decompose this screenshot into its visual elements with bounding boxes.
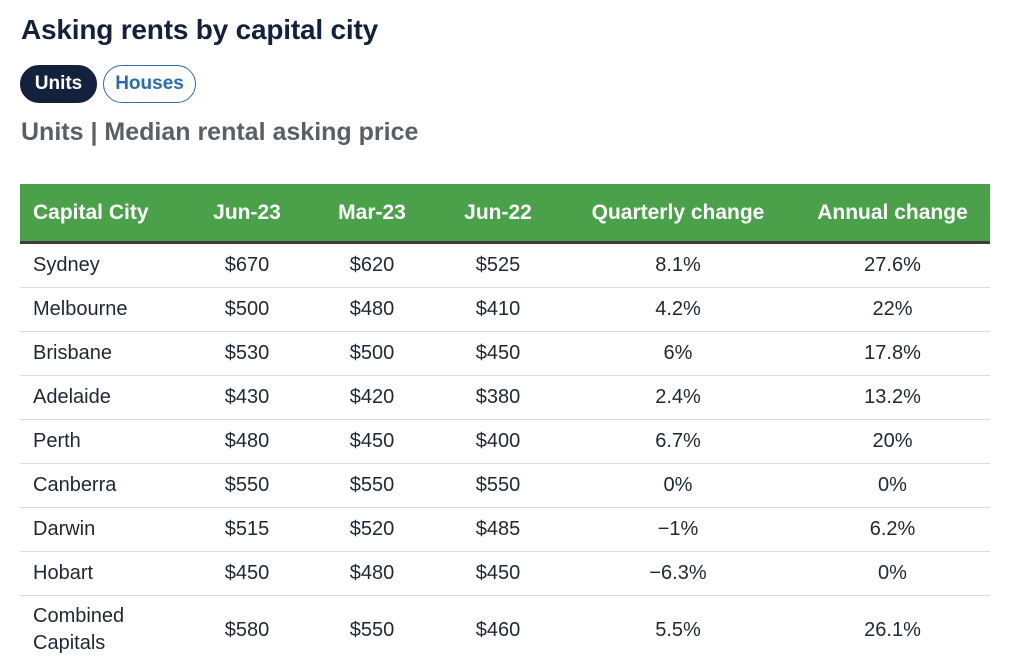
- table-row: Brisbane $530 $500 $450 6% 17.8%: [20, 331, 990, 376]
- city-cell: Adelaide: [20, 375, 185, 420]
- quarterly-change-cell: 4.2%: [561, 287, 795, 332]
- jun-23-cell: $550: [185, 463, 309, 508]
- table-row: Sydney $670 $620 $525 8.1% 27.6%: [20, 242, 990, 288]
- table-row: Hobart $450 $480 $450 −6.3% 0%: [20, 551, 990, 596]
- city-cell: Brisbane: [20, 331, 185, 376]
- table-body: Sydney $670 $620 $525 8.1% 27.6% Melbourne $500…: [20, 242, 990, 665]
- mar-23-cell: $550: [309, 463, 435, 508]
- jun-22-cell: $525: [435, 242, 561, 288]
- quarterly-change-cell: 2.4%: [561, 375, 795, 420]
- mar-23-cell: $480: [309, 551, 435, 596]
- jun-23-cell: $500: [185, 287, 309, 332]
- city-cell: Melbourne: [20, 287, 185, 332]
- jun-22-cell: $450: [435, 551, 561, 596]
- jun-22-cell: $550: [435, 463, 561, 508]
- jun-22-cell: $400: [435, 419, 561, 464]
- header-jun-22: Jun-22: [435, 184, 561, 244]
- header-quarterly-change: Quarterly change: [561, 184, 795, 244]
- quarterly-change-cell: 8.1%: [561, 242, 795, 288]
- table-subtitle: Units | Median rental asking price: [21, 118, 419, 146]
- city-cell: Perth: [20, 419, 185, 464]
- table-row: Perth $480 $450 $400 6.7% 20%: [20, 419, 990, 464]
- table-row: Combined Capitals $580 $550 $460 5.5% 26.1%: [20, 596, 990, 665]
- table-row: Adelaide $430 $420 $380 2.4% 13.2%: [20, 375, 990, 420]
- mar-23-cell: $450: [309, 419, 435, 464]
- annual-change-cell: 17.8%: [795, 331, 990, 376]
- city-cell: Sydney: [20, 242, 185, 288]
- table-header-row: Capital City Jun-23 Mar-23 Jun-22 Quarte…: [20, 184, 990, 244]
- header-annual-change: Annual change: [795, 184, 990, 244]
- jun-23-cell: $430: [185, 375, 309, 420]
- quarterly-change-cell: 6.7%: [561, 419, 795, 464]
- quarterly-change-cell: −6.3%: [561, 551, 795, 596]
- tab-units[interactable]: Units: [20, 65, 97, 103]
- jun-22-cell: $410: [435, 287, 561, 332]
- annual-change-cell: 27.6%: [795, 242, 990, 288]
- jun-23-cell: $670: [185, 242, 309, 288]
- jun-22-cell: $460: [475, 618, 521, 641]
- annual-change-cell: 0%: [795, 463, 990, 508]
- mar-23-cell: $620: [309, 242, 435, 288]
- city-cell: Hobart: [20, 551, 185, 596]
- city-cell: Combined Capitals: [33, 605, 125, 654]
- mar-23-cell: $550: [349, 618, 395, 641]
- jun-23-cell: $480: [185, 419, 309, 464]
- quarterly-change-cell: 5.5%: [655, 618, 701, 641]
- table-row: Melbourne $500 $480 $410 4.2% 22%: [20, 287, 990, 332]
- table-row: Canberra $550 $550 $550 0% 0%: [20, 463, 990, 508]
- annual-change-cell: 13.2%: [795, 375, 990, 420]
- annual-change-cell: 20%: [795, 419, 990, 464]
- header-mar-23: Mar-23: [309, 184, 435, 244]
- jun-23-cell: $530: [185, 331, 309, 376]
- jun-22-cell: $485: [435, 507, 561, 552]
- city-cell: Darwin: [20, 507, 185, 552]
- jun-22-cell: $450: [435, 331, 561, 376]
- quarterly-change-cell: 6%: [561, 331, 795, 376]
- jun-22-cell: $380: [435, 375, 561, 420]
- annual-change-cell: 22%: [795, 287, 990, 332]
- header-jun-23: Jun-23: [185, 184, 309, 244]
- city-cell: Canberra: [20, 463, 185, 508]
- mar-23-cell: $480: [309, 287, 435, 332]
- rents-table: Capital City Jun-23 Mar-23 Jun-22 Quarte…: [20, 184, 990, 664]
- page-title: Asking rents by capital city: [21, 14, 378, 45]
- quarterly-change-cell: 0%: [561, 463, 795, 508]
- jun-23-cell: $450: [185, 551, 309, 596]
- mar-23-cell: $500: [309, 331, 435, 376]
- table-row: Darwin $515 $520 $485 −1% 6.2%: [20, 507, 990, 552]
- annual-change-cell: 6.2%: [795, 507, 990, 552]
- annual-change-cell: 26.1%: [864, 618, 921, 641]
- annual-change-cell: 0%: [795, 551, 990, 596]
- property-type-tabs: Units Houses: [20, 65, 196, 103]
- tab-houses[interactable]: Houses: [103, 65, 196, 103]
- mar-23-cell: $520: [309, 507, 435, 552]
- quarterly-change-cell: −1%: [561, 507, 795, 552]
- jun-23-cell: $580: [224, 618, 270, 641]
- mar-23-cell: $420: [309, 375, 435, 420]
- jun-23-cell: $515: [185, 507, 309, 552]
- header-capital-city: Capital City: [20, 184, 185, 244]
